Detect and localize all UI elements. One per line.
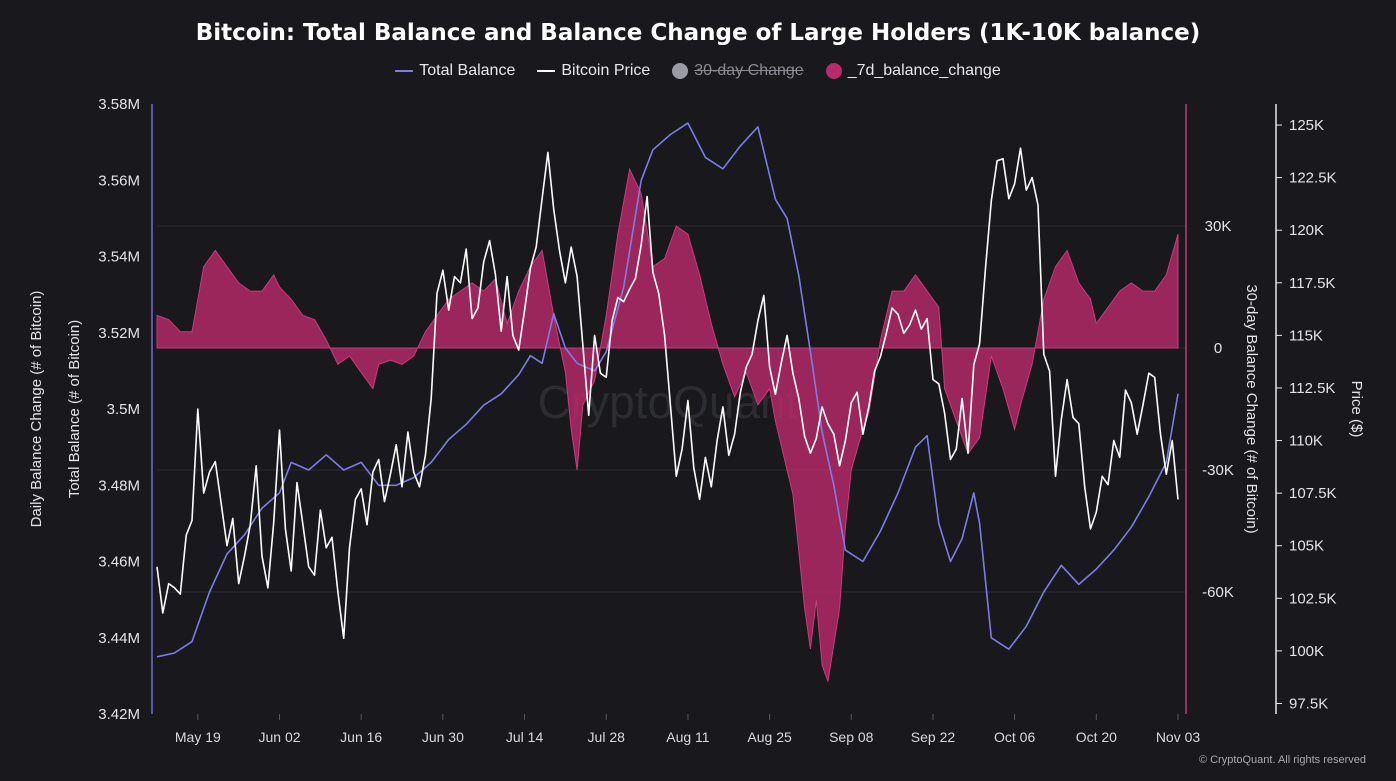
price-tick-label: 115K [1289, 327, 1323, 344]
price-tick-label: 102.5K [1289, 590, 1337, 607]
x-tick-label: Sep 08 [829, 729, 874, 745]
price-axis-title: Price ($) [1348, 381, 1365, 438]
price-tick-label: 125K [1289, 117, 1324, 134]
x-tick-label: Aug 11 [666, 729, 710, 745]
x-tick-label: Jun 02 [258, 729, 300, 745]
balance-tick-label: 3.5M [107, 401, 140, 418]
legend-dot-icon [672, 63, 689, 79]
change-tick-label: -60K [1202, 584, 1234, 601]
balance-tick-label: 3.54M [98, 249, 140, 266]
legend-item[interactable]: 30-day Change [672, 62, 804, 80]
series-line-total-balance [156, 122, 1179, 658]
x-tick-label: Oct 20 [1076, 729, 1117, 745]
legend-item[interactable]: _7d_balance_change [825, 62, 1001, 80]
x-tick-label: Nov 03 [1156, 729, 1201, 745]
change-tick-label: -30K [1202, 462, 1234, 479]
price-tick-label: 97.5K [1289, 695, 1328, 712]
legend-item[interactable]: Bitcoin Price [537, 62, 650, 80]
balance-tick-label: 3.56M [98, 172, 140, 189]
balance-tick-label: 3.48M [98, 477, 140, 494]
legend-dot-icon [825, 63, 842, 79]
balance-tick-label: 3.42M [98, 706, 140, 723]
x-tick-label: Oct 06 [994, 729, 1035, 745]
daily-balance-axis-title: Daily Balance Change (# of Bitcoin) [28, 291, 45, 528]
change-tick-label: 0 [1214, 340, 1222, 357]
legend: Total Balance Bitcoin Price 30-day Change _… [0, 62, 1396, 80]
change-tick-label: 30K [1205, 218, 1232, 235]
x-tick-label: Jun 16 [340, 729, 382, 745]
x-tick-label: Sep 22 [911, 729, 956, 745]
legend-line-icon [395, 70, 414, 72]
legend-label: _7d_balance_change [847, 62, 1001, 79]
price-tick-label: 110K [1289, 433, 1323, 450]
price-tick-label: 107.5K [1289, 485, 1337, 502]
x-tick-label: May 19 [175, 729, 221, 745]
price-tick-label: 117.5K [1289, 275, 1335, 292]
balance-axis-title: Total Balance (# of Bitcoin) [66, 320, 83, 498]
x-tick-label: Jun 30 [422, 729, 464, 745]
price-tick-label: 122.5K [1289, 170, 1337, 187]
copyright-notice: © CryptoQuant. All rights reserved [1198, 754, 1366, 766]
series-line-bitcoin-price [156, 147, 1179, 640]
legend-label: Bitcoin Price [561, 62, 651, 79]
legend-line-icon [537, 70, 556, 72]
price-tick-label: 112.5K [1289, 380, 1335, 397]
price-tick-label: 120K [1289, 222, 1324, 239]
x-tick-label: Jul 14 [506, 729, 544, 745]
price-tick-label: 105K [1289, 538, 1324, 555]
legend-label: Total Balance [419, 62, 516, 79]
chart-title: Bitcoin: Total Balance and Balance Chang… [195, 20, 1201, 46]
change-axis-title: 30-day Balance Change (# of Bitcoin) [1243, 284, 1260, 533]
balance-tick-label: 3.52M [98, 325, 140, 342]
x-tick-label: Aug 25 [747, 729, 792, 745]
balance-tick-label: 3.44M [98, 630, 140, 647]
legend-item[interactable]: Total Balance [395, 62, 515, 80]
series-area-7d-balance-change [156, 167, 1179, 682]
balance-tick-label: 3.58M [98, 96, 140, 113]
balance-tick-label: 3.46M [98, 554, 140, 571]
x-tick-label: Jul 28 [588, 729, 626, 745]
price-tick-label: 100K [1289, 643, 1324, 660]
legend-label: 30-day Change [694, 62, 804, 79]
